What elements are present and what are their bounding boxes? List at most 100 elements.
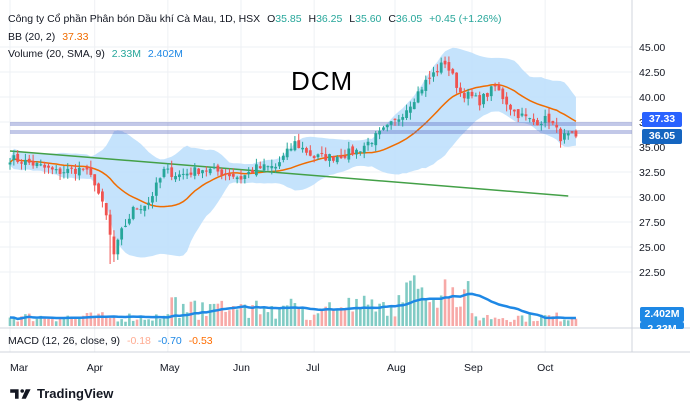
bb-basis-line	[9, 83, 577, 208]
tradingview-brand[interactable]: TradingView	[10, 386, 113, 401]
volume-bar	[224, 311, 227, 326]
volume-bar	[324, 306, 327, 326]
candle-body	[93, 174, 97, 186]
candle-body	[397, 119, 401, 122]
volume-bar	[301, 306, 304, 326]
y-tick-label: 30.00	[639, 192, 665, 204]
low-value: 35.60	[355, 13, 382, 25]
candle-body	[251, 169, 254, 173]
candle-body	[563, 133, 566, 140]
volume-bar	[78, 317, 81, 326]
high-label: H	[308, 13, 317, 25]
trendline	[9, 150, 569, 197]
volume-bar	[47, 318, 50, 326]
candle-body	[143, 205, 147, 211]
candle-body	[255, 164, 258, 176]
candle-body	[470, 91, 474, 97]
candle-body	[212, 167, 216, 169]
candle-body	[343, 155, 347, 158]
partial-scale-label: 2.33M	[640, 322, 684, 329]
candle-body	[47, 165, 50, 168]
candle-body	[228, 172, 231, 177]
volume-bar	[139, 315, 143, 326]
candle-body	[147, 202, 150, 206]
volume-bar	[124, 321, 127, 326]
volume-bar	[39, 315, 43, 326]
candle-body	[420, 89, 424, 94]
candle-body	[428, 77, 432, 79]
volume-bar	[51, 319, 54, 326]
volume-bar	[443, 279, 447, 326]
macd-signal-value: -0.53	[188, 335, 213, 347]
candle-body	[566, 133, 570, 136]
volume-bar	[166, 314, 170, 326]
volume-sma-value: 2.402M	[147, 48, 183, 60]
candle-body	[289, 148, 293, 151]
y-tick-label: 40.00	[639, 92, 665, 104]
legend-macd-row[interactable]: MACD (12, 26, close, 9) -0.18 -0.70 -0.5…	[8, 335, 213, 347]
bollinger-bands	[9, 47, 577, 258]
open-label: O	[267, 13, 276, 25]
volume-bar	[66, 315, 70, 326]
volume-bar	[24, 314, 27, 326]
candle-body	[559, 128, 562, 142]
candle-body	[378, 130, 381, 135]
x-tick-label: Apr	[87, 362, 104, 374]
candle-body	[131, 206, 135, 219]
candle-body	[335, 156, 339, 163]
legend-bb-row[interactable]: BB (20, 2) 37.33	[8, 31, 88, 43]
candle-body	[116, 239, 120, 255]
candle-body	[524, 114, 528, 117]
volume-sma-label: 2.402M	[640, 307, 684, 322]
volume-bar	[389, 305, 393, 326]
legend-volume-row[interactable]: Volume (20, SMA, 9) 2.33M 2.402M	[8, 48, 183, 60]
candle-body	[243, 175, 247, 180]
candle-body	[166, 168, 170, 170]
volume-bar	[97, 313, 100, 326]
exchange: HSX	[238, 13, 261, 25]
volume-bar	[459, 306, 462, 326]
candle-body	[416, 91, 420, 103]
candle-body	[409, 106, 412, 113]
candle-body	[31, 160, 35, 166]
candle-body	[266, 166, 270, 168]
volume-bar	[401, 302, 404, 326]
volume-bar	[424, 298, 428, 326]
volume-bar	[62, 317, 66, 326]
volume-bar	[509, 321, 512, 326]
candle-body	[224, 173, 227, 175]
green-trendline	[9, 150, 569, 197]
volume-bar	[347, 297, 351, 326]
x-tick-label: Mar	[10, 362, 29, 374]
candle-body	[247, 171, 251, 175]
candle-body	[401, 117, 405, 120]
candle-body	[432, 72, 435, 77]
candle-body	[543, 115, 547, 123]
y-tick-label: 27.50	[639, 217, 665, 229]
volume-bar	[112, 315, 116, 326]
volume-bar	[478, 320, 481, 326]
candle-body	[516, 109, 520, 119]
volume-bar	[243, 304, 247, 326]
volume-bar	[212, 303, 216, 326]
volume-bar	[505, 320, 508, 326]
candlesticks	[8, 56, 578, 264]
volume-bar	[274, 318, 277, 326]
candle-body	[570, 131, 574, 133]
candle-body	[58, 168, 62, 174]
candle-body	[162, 168, 166, 177]
ticker-annotation[interactable]: DCM	[291, 66, 354, 96]
volume-bars	[8, 275, 578, 326]
volume-bar	[16, 321, 19, 326]
candle-body	[185, 173, 189, 176]
volume-bar	[255, 300, 258, 326]
volume-bar	[486, 314, 489, 326]
candle-body	[201, 170, 204, 174]
candle-body	[412, 102, 416, 110]
candle-body	[124, 225, 127, 227]
candle-body	[270, 165, 274, 169]
y-tick-label: 42.50	[639, 67, 665, 79]
volume-bar	[551, 316, 555, 326]
volume-bar	[474, 316, 478, 326]
